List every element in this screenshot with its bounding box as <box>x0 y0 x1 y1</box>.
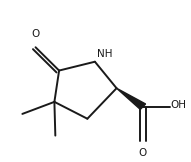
Text: O: O <box>139 148 147 158</box>
Text: O: O <box>31 29 39 39</box>
Text: OH: OH <box>170 100 186 110</box>
Polygon shape <box>117 88 146 109</box>
Text: NH: NH <box>97 49 113 59</box>
